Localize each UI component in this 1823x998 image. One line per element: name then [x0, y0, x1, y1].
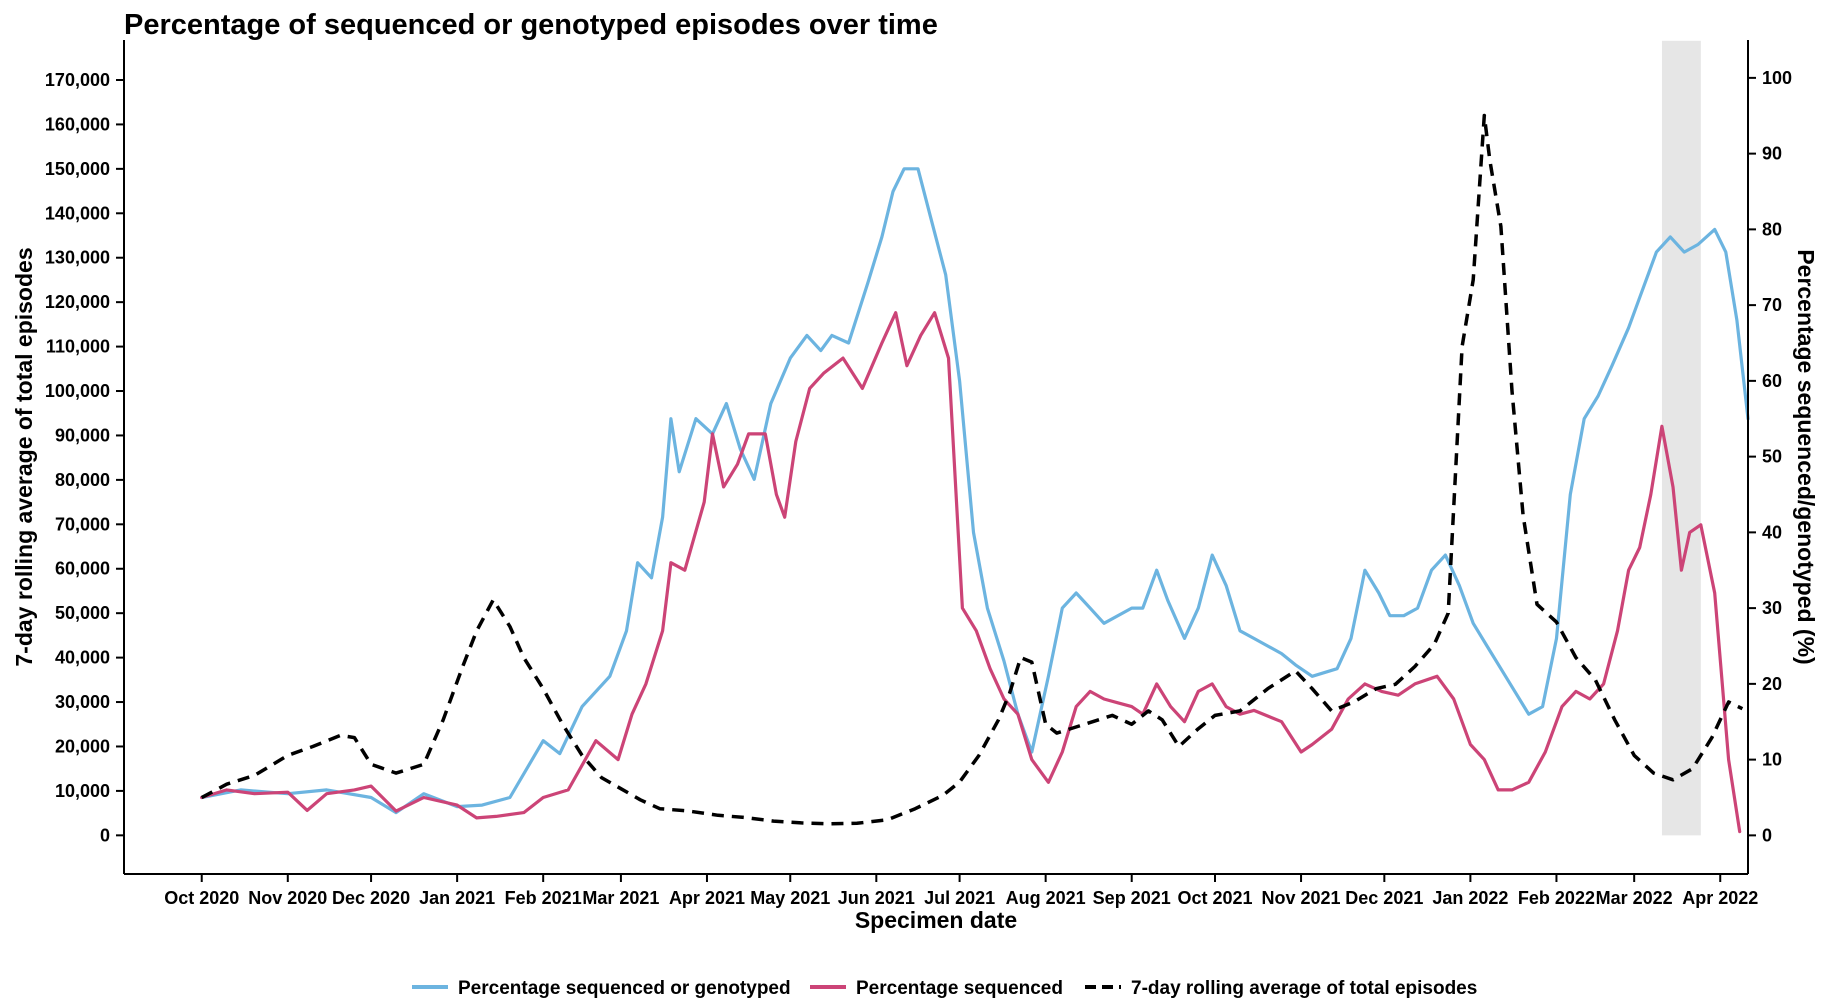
- x-tick-label: Nov 2021: [1262, 888, 1341, 908]
- x-tick-label: Mar 2022: [1596, 888, 1673, 908]
- x-tick-label: Nov 2020: [248, 888, 327, 908]
- y-left-tick-label: 80,000: [55, 470, 110, 490]
- series-line-sequenced-or-genotyped: [200, 167, 1750, 815]
- y-right-tick-label: 40: [1762, 522, 1782, 542]
- chart-title: Percentage of sequenced or genotyped epi…: [124, 9, 938, 41]
- y-right-tick-label: 80: [1762, 219, 1782, 239]
- x-tick-label: Sep 2021: [1093, 888, 1171, 908]
- y-left-tick-label: 60,000: [55, 559, 110, 579]
- y-left-tick-label: 50,000: [55, 603, 110, 623]
- series-layer: [200, 113, 1750, 834]
- y-left-tick-label: 20,000: [55, 736, 110, 756]
- y-right-tick-label: 0: [1762, 825, 1772, 845]
- y-left-tick-label: 70,000: [55, 514, 110, 534]
- y-left-tick-label: 120,000: [45, 292, 110, 312]
- x-axis-title: Specimen date: [855, 907, 1017, 933]
- y-right-tick-label: 100: [1762, 68, 1792, 88]
- shaded-incomplete-data-region: [1661, 40, 1701, 836]
- y-left-tick-label: 140,000: [45, 203, 110, 223]
- y-left-ticks: 0 10,000 20,000 30,000 40,000 50,000 60,000 70,…: [45, 70, 124, 845]
- x-tick-label: Jun 2021: [838, 888, 915, 908]
- y-right-tick-label: 90: [1762, 144, 1782, 164]
- x-tick-label: Oct 2020: [164, 888, 239, 908]
- y-right-tick-label: 10: [1762, 750, 1782, 770]
- x-tick-label: Feb 2021: [505, 888, 582, 908]
- legend-label-total-episodes: 7-day rolling average of total episodes: [1131, 978, 1477, 998]
- y-right-tick-label: 50: [1762, 447, 1782, 467]
- y-right-ticks: 0 10 20 30 40 50 60 70 80 90 100: [1748, 68, 1792, 845]
- y-left-tick-label: 40,000: [55, 648, 110, 668]
- y-axis-right-title: Percentage sequenced/genotyped (%): [1793, 249, 1819, 664]
- x-tick-label: Dec 2020: [332, 888, 410, 908]
- y-axis-left-title: 7-day rolling average of total episodes: [11, 247, 37, 666]
- y-right-tick-label: 70: [1762, 295, 1782, 315]
- plot-frame: [123, 40, 1749, 875]
- x-tick-label: Mar 2021: [582, 888, 659, 908]
- y-left-tick-label: 110,000: [46, 337, 110, 357]
- x-tick-label: Feb 2022: [1518, 888, 1595, 908]
- y-left-tick-label: 30,000: [55, 692, 110, 712]
- y-right-tick-label: 60: [1762, 371, 1782, 391]
- legend: Percentage sequenced or genotyped Percen…: [412, 978, 1477, 998]
- x-tick-label: Oct 2021: [1177, 888, 1252, 908]
- x-tick-label: May 2021: [750, 888, 830, 908]
- y-left-tick-label: 100,000: [45, 381, 110, 401]
- y-left-tick-label: 160,000: [45, 114, 110, 134]
- x-tick-label: Aug 2021: [1006, 888, 1086, 908]
- y-left-tick-label: 90,000: [55, 425, 110, 445]
- x-ticks: Oct 2020 Nov 2020 Dec 2020 Jan 2021 Feb 2021…: [164, 874, 1758, 908]
- y-left-tick-label: 0: [100, 825, 110, 845]
- x-tick-label: Apr 2022: [1682, 888, 1758, 908]
- x-tick-label: Jan 2021: [419, 888, 495, 908]
- x-tick-label: Jan 2022: [1432, 888, 1508, 908]
- y-left-tick-label: 10,000: [55, 781, 110, 801]
- y-left-tick-label: 170,000: [45, 70, 110, 90]
- legend-label-sequenced-or-genotyped: Percentage sequenced or genotyped: [458, 978, 791, 998]
- x-tick-label: Apr 2021: [669, 888, 745, 908]
- legend-label-sequenced: Percentage sequenced: [856, 978, 1063, 998]
- y-right-tick-label: 30: [1762, 598, 1782, 618]
- series-line-sequenced: [200, 311, 1742, 834]
- x-tick-label: Jul 2021: [924, 888, 995, 908]
- y-right-tick-label: 20: [1762, 674, 1782, 694]
- y-left-tick-label: 150,000: [45, 159, 110, 179]
- shaded-region-layer: [1661, 40, 1701, 836]
- series-line-total-episodes: [200, 113, 1744, 826]
- y-left-tick-label: 130,000: [45, 248, 110, 268]
- x-tick-label: Dec 2021: [1345, 888, 1423, 908]
